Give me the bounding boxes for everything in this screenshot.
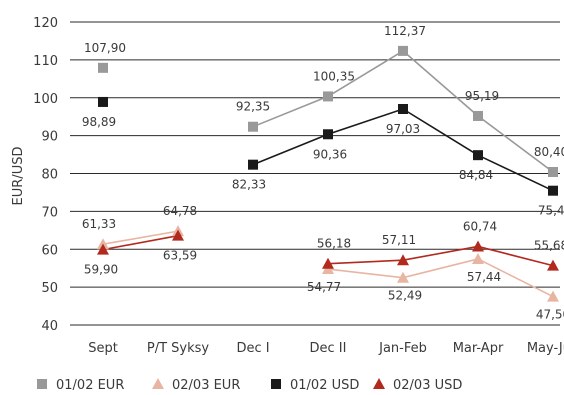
gridlines — [70, 21, 560, 326]
series-line-segment — [402, 245, 479, 261]
data-label: 75,46 — [538, 204, 564, 218]
data-label: 54,77 — [307, 280, 341, 294]
triangle-marker — [172, 229, 184, 241]
series-line-segment — [327, 268, 404, 279]
data-label: 84,84 — [459, 168, 493, 182]
y-tick-label: 70 — [41, 205, 58, 220]
series-line-segment — [477, 154, 554, 192]
data-label: 98,89 — [82, 115, 116, 129]
series-lines — [102, 50, 554, 298]
data-label: 82,33 — [232, 178, 266, 192]
y-tick-label: 80 — [41, 168, 58, 183]
y-tick-label: 120 — [33, 16, 58, 31]
data-label: 63,59 — [163, 249, 197, 263]
series-line-segment — [252, 133, 329, 166]
series-line-segment — [477, 258, 554, 298]
series-line-segment — [327, 259, 404, 265]
series-line-segment — [327, 108, 404, 136]
legend-label: 01/02 USD — [290, 378, 359, 393]
legend: 01/02 EUR 02/03 EUR 01/02 USD 02/03 USD — [37, 378, 462, 393]
y-tick-label: 100 — [33, 92, 58, 107]
triangle-marker — [547, 259, 559, 271]
triangle-marker — [322, 257, 334, 269]
data-label: 107,90 — [84, 41, 126, 55]
y-tick-label: 90 — [41, 130, 58, 145]
series-line-segment — [102, 234, 179, 251]
legend-label: 02/03 USD — [393, 378, 462, 393]
data-label: 59,90 — [84, 263, 118, 277]
series-line-segment — [102, 230, 179, 246]
y-tick-label: 60 — [41, 243, 58, 258]
data-label: 97,03 — [386, 122, 420, 136]
square-marker — [548, 185, 558, 196]
y-axis-label: EUR/USD — [11, 147, 26, 206]
square-marker — [473, 150, 483, 161]
triangle-marker — [547, 290, 559, 302]
data-labels: 107,90 92,35 100,35 112,37 95,19 80,40 61,33 64… — [82, 24, 564, 322]
data-label: 52,49 — [388, 289, 422, 303]
y-tick-label: 50 — [41, 281, 58, 296]
series-line-segment — [252, 95, 329, 128]
triangle-marker — [397, 254, 409, 266]
x-category-label: P/T Syksy — [147, 341, 210, 356]
triangle-marker — [97, 243, 109, 255]
square-marker — [548, 166, 558, 177]
data-label: 57,44 — [467, 270, 501, 284]
x-category-label: Dec II — [310, 341, 347, 356]
data-label: 92,35 — [236, 100, 270, 114]
data-label: 95,19 — [465, 89, 499, 103]
legend-triangle-marker — [373, 378, 385, 389]
x-axis-categories: Sept P/T Syksy Dec I Dec II Jan-Feb Mar-Apr Ma… — [88, 341, 564, 356]
legend-label: 02/03 EUR — [172, 378, 240, 393]
data-label: 90,36 — [313, 147, 347, 161]
x-category-label: Dec I — [236, 341, 269, 356]
data-label: 61,33 — [82, 217, 116, 231]
series-line-segment — [402, 50, 479, 117]
x-category-label: Sept — [88, 341, 118, 356]
square-marker — [248, 159, 258, 170]
y-axis-ticks: 40 50 60 70 80 90 100 110 120 — [33, 16, 58, 334]
triangle-marker — [397, 271, 409, 283]
square-marker — [398, 103, 408, 114]
square-marker — [473, 110, 483, 121]
legend-square-marker — [37, 379, 47, 389]
square-marker — [323, 91, 333, 102]
data-label: 112,37 — [384, 24, 426, 38]
x-category-label: May-Jun — [527, 341, 564, 356]
x-category-label: Mar-Apr — [453, 341, 504, 356]
data-label: 55,68 — [534, 239, 564, 253]
legend-label: 01/02 EUR — [56, 378, 124, 393]
triangle-marker — [472, 240, 484, 252]
series-line-segment — [477, 115, 554, 173]
data-label: 60,74 — [463, 219, 497, 233]
legend-triangle-marker — [152, 378, 164, 389]
square-marker — [323, 129, 333, 140]
series-line-segment — [402, 258, 479, 279]
data-label: 64,78 — [163, 204, 197, 218]
series-markers — [97, 45, 559, 302]
y-tick-label: 40 — [41, 319, 58, 334]
data-label: 47,50 — [536, 308, 564, 322]
square-marker — [98, 96, 108, 107]
legend-square-marker — [271, 379, 281, 389]
triangle-marker — [472, 252, 484, 264]
series-line-segment — [402, 108, 479, 156]
data-label: 57,11 — [382, 233, 416, 247]
series-line-segment — [477, 245, 554, 267]
data-label: 80,40 — [534, 145, 564, 159]
square-marker — [398, 45, 408, 56]
data-label: 100,35 — [313, 69, 355, 83]
data-label: 56,18 — [317, 237, 351, 251]
square-marker — [248, 121, 258, 132]
series-line-segment — [327, 50, 404, 98]
square-marker — [98, 62, 108, 73]
y-tick-label: 110 — [33, 54, 58, 69]
x-category-label: Jan-Feb — [378, 341, 427, 356]
